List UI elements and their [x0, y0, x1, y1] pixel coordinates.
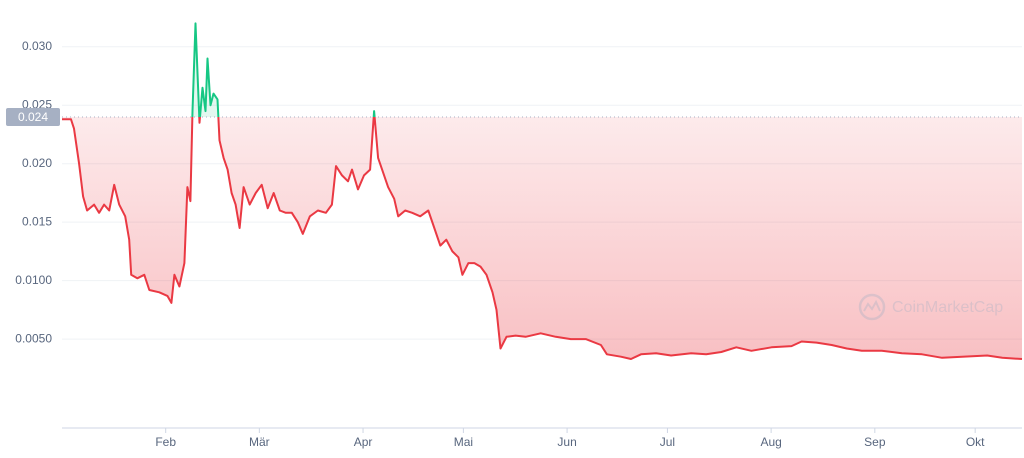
x-tick-label: Feb: [155, 435, 176, 449]
watermark: CoinMarketCap: [858, 293, 1003, 321]
y-tick-label: 0.015: [22, 214, 52, 228]
x-tick-label: Aug: [760, 435, 781, 449]
x-tick-label: Jul: [660, 435, 675, 449]
x-tick-label: Sep: [864, 435, 886, 449]
watermark-logo-mark: [863, 299, 881, 312]
y-tick-label: 0.025: [22, 97, 52, 111]
y-tick-label: 0.030: [22, 39, 52, 53]
area-above: [192, 23, 375, 117]
area-below: [62, 116, 1022, 359]
reference-label: 0.024: [18, 110, 48, 124]
y-tick-label: 0.0050: [15, 331, 52, 345]
watermark-logo: [858, 293, 886, 321]
x-tick-label: Okt: [966, 435, 985, 449]
x-tick-label: Mai: [454, 435, 473, 449]
x-tick-label: Mär: [249, 435, 270, 449]
y-tick-label: 0.020: [22, 156, 52, 170]
reference-label-box: [6, 107, 60, 126]
x-tick-label: Apr: [354, 435, 373, 449]
price-line-below: [62, 116, 1023, 360]
y-tick-label: 0.0100: [15, 273, 52, 287]
x-tick-label: Jun: [557, 435, 576, 449]
watermark-text: CoinMarketCap: [892, 299, 1003, 316]
